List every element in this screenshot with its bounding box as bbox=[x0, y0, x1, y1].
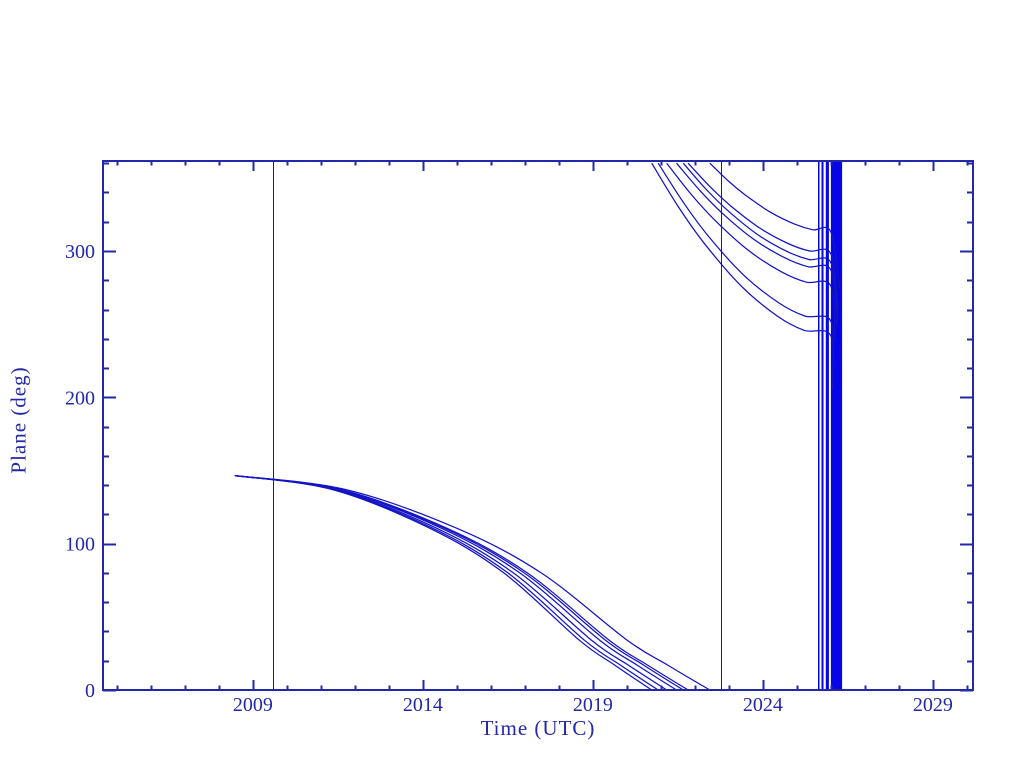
y-tick-label: 100 bbox=[65, 534, 95, 556]
plane-curve-6-lower bbox=[234, 474, 659, 691]
x-axis-title: Time (UTC) bbox=[480, 716, 596, 740]
x-tick-label: 2014 bbox=[403, 694, 443, 716]
plane-curve-5-lower bbox=[234, 474, 668, 691]
plane-curve-7-lower bbox=[234, 474, 653, 691]
dense-band-fill bbox=[825, 161, 829, 690]
plane-curve-3-upper bbox=[682, 162, 839, 319]
plane-curve-1-upper bbox=[709, 162, 841, 288]
plane-curve-7-upper bbox=[651, 162, 835, 391]
y-tick-label: 0 bbox=[85, 680, 95, 702]
plot-frame bbox=[102, 160, 974, 691]
x-tick-label: 2024 bbox=[743, 694, 783, 716]
dense-band-fill bbox=[830, 161, 843, 690]
x-tick-label: 2019 bbox=[573, 694, 613, 716]
x-tick-label: 2009 bbox=[233, 694, 273, 716]
y-axis-title: Plane (deg) bbox=[6, 366, 31, 474]
y-tick-label: 300 bbox=[65, 241, 95, 263]
plane-curve-4-upper bbox=[676, 162, 838, 326]
plane-curve-2-upper bbox=[687, 162, 840, 310]
plane-curve-1-lower bbox=[234, 474, 711, 691]
plane-curve-2-lower bbox=[234, 474, 689, 691]
x-tick-label: 2029 bbox=[913, 694, 953, 716]
plane-curve-4-lower bbox=[234, 474, 677, 691]
y-tick-label: 200 bbox=[65, 387, 95, 409]
plane-curve-5-upper bbox=[666, 162, 836, 342]
plane-curve-6-upper bbox=[657, 162, 835, 376]
